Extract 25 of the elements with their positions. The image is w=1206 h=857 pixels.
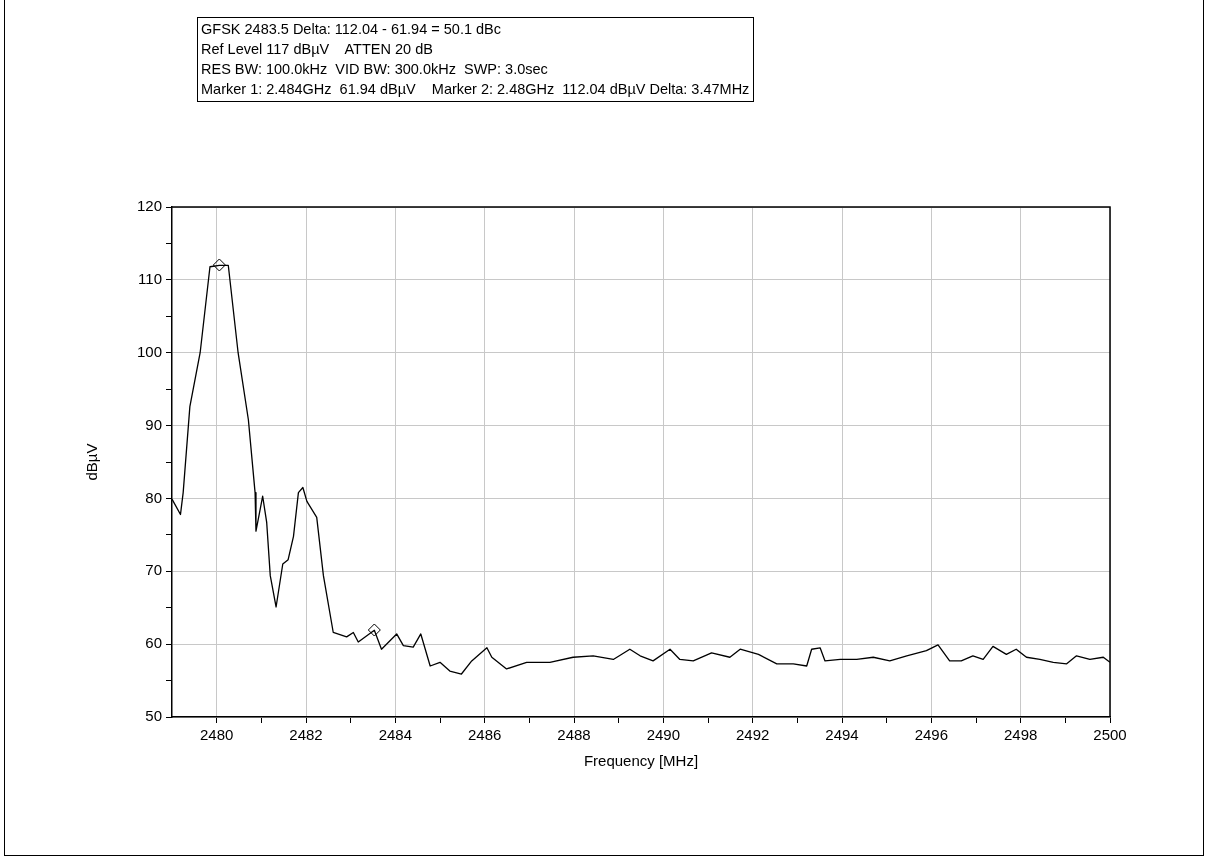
y-tick-label: 100 [136, 342, 162, 360]
x-tick-label: 2488 [557, 726, 591, 744]
y-tick-label: 60 [145, 634, 162, 652]
x-tick-label: 2482 [289, 726, 323, 744]
y-tick-label: 110 [138, 270, 162, 287]
x-tick-label: 2498 [1003, 726, 1038, 744]
x-tick-label: 2486 [467, 726, 502, 744]
x-tick-label: 2484 [378, 726, 413, 744]
x-tick-label: 2496 [914, 726, 949, 744]
y-tick-label: 90 [145, 415, 162, 433]
y-axis-title: dBµV [83, 443, 101, 481]
text: Ref Level 117 dBµV ATTEN 20 dB [201, 40, 434, 59]
text: Marker 1: 2.484GHz 61.94 dBµV Marker 2: 2.48GHz 112.04 dBµV Delta: 3.47MHz [201, 80, 750, 99]
x-tick-label: 2494 [825, 726, 859, 744]
y-tick-label: 80 [145, 488, 162, 506]
x-tick-label: 2500 [1093, 726, 1127, 744]
y-tick-label: 120 [136, 197, 162, 215]
y-tick-label: 70 [145, 561, 162, 579]
y-tick-label: 50 [145, 707, 162, 725]
x-tick-label: 2480 [199, 726, 234, 744]
x-tick-label: 2492 [735, 726, 770, 744]
x-tick-label: 2490 [646, 726, 681, 744]
text: RES BW: 100.0kHz VID BW: 300.0kHz SWP: 3.0sec [201, 60, 549, 79]
x-axis-title: Frequency [MHz] [583, 752, 699, 770]
text: GFSK 2483.5 Delta: 112.04 - 61.94 = 50.1 dBc [201, 20, 502, 39]
